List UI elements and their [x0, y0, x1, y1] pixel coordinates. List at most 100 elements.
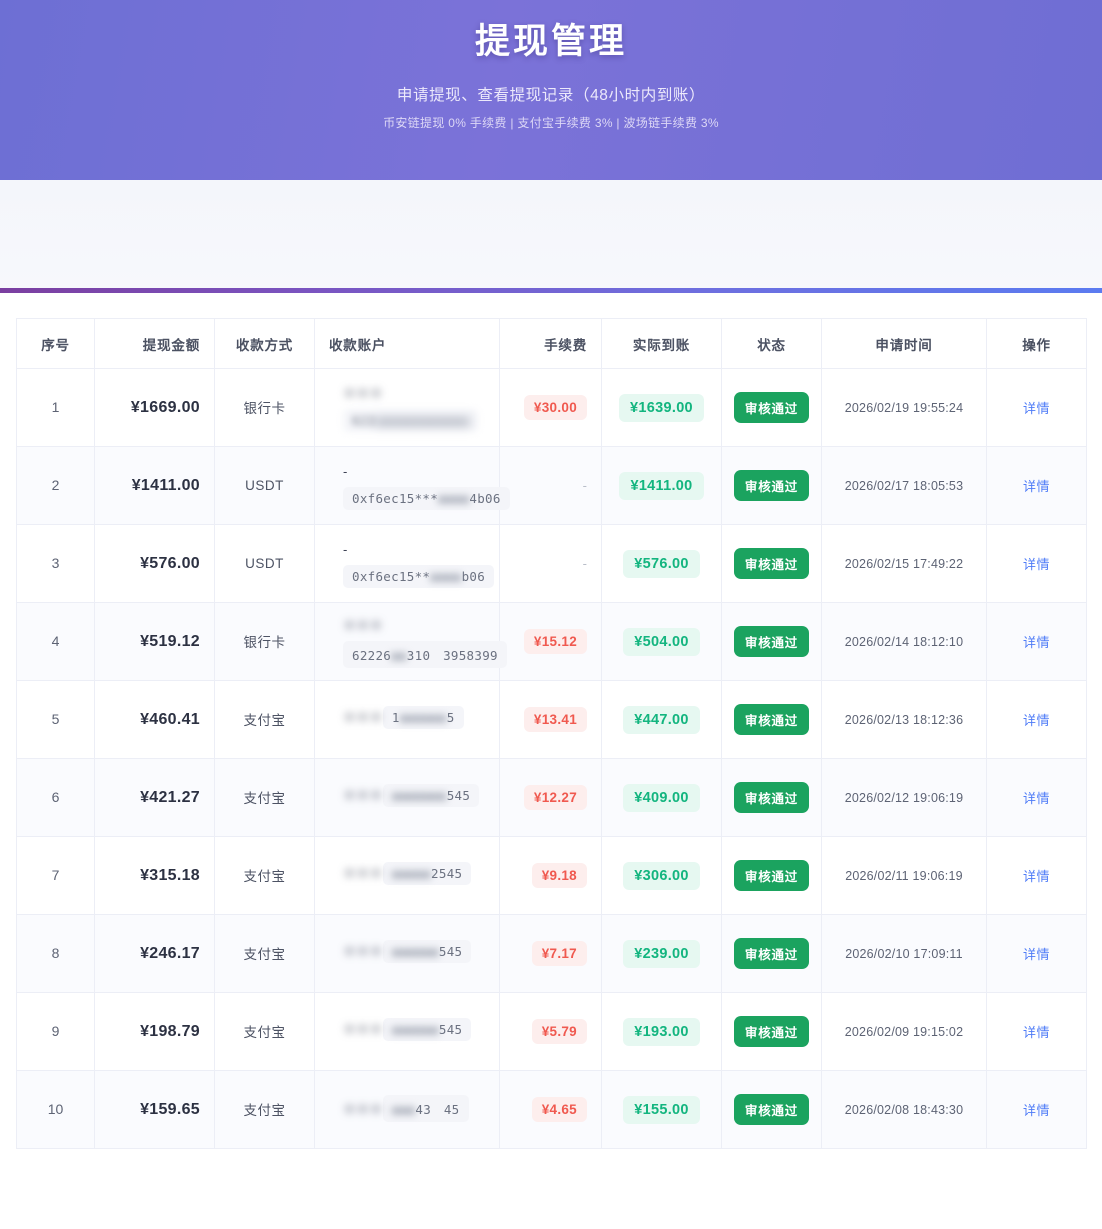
withdraw-account: ＊＊＊62226●●310 3958399 [314, 602, 507, 681]
withdraw-account: ＊＊＊ ●●●●●●●545 [314, 758, 500, 837]
withdraw-amount: ¥1669.00 [94, 368, 215, 447]
withdraw-amount: ¥1411.00 [94, 446, 215, 525]
withdraw-amount: ¥576.00 [94, 524, 215, 603]
table-row: 10 ¥159.65 支付宝 ＊＊＊ ●●●43 45 ¥4.65 ¥155.00 审核通过 2… [16, 1070, 1087, 1149]
col-operation: 操作 [986, 318, 1087, 369]
withdraw-fee: ¥13.41 [499, 680, 602, 759]
col-status: 状态 [721, 318, 822, 369]
withdraw-actual: ¥155.00 [601, 1070, 722, 1149]
withdraw-fee: ¥9.18 [499, 836, 602, 915]
withdraw-method: 支付宝 [214, 914, 315, 993]
page-hero: 提现管理 申请提现、查看提现记录（48小时内到账） 币安链提现 0% 手续费 |… [0, 0, 1102, 180]
withdraw-table: 序号 提现金额 收款方式 收款账户 手续费 实际到账 状态 申请时间 操作 1 ¥… [16, 318, 1087, 1149]
detail-link[interactable]: 详情 [1022, 869, 1050, 884]
withdraw-method: USDT [214, 524, 315, 603]
detail-link[interactable]: 详情 [1022, 479, 1050, 494]
withdraw-method: 支付宝 [214, 758, 315, 837]
detail-link[interactable]: 详情 [1022, 1025, 1050, 1040]
withdraw-index: 3 [16, 524, 95, 603]
withdraw-apply-time: 2026/02/10 17:09:11 [821, 914, 987, 993]
withdraw-apply-time: 2026/02/19 19:55:24 [821, 368, 987, 447]
status-badge: 审核通过 [733, 470, 810, 501]
withdraw-account: ＊＊＊ ●●●●●2545 [314, 836, 500, 915]
table-header-row: 序号 提现金额 收款方式 收款账户 手续费 实际到账 状态 申请时间 操作 [16, 318, 1087, 369]
col-apply-time: 申请时间 [821, 318, 987, 369]
withdraw-method: 银行卡 [214, 368, 315, 447]
withdraw-index: 5 [16, 680, 95, 759]
withdraw-actual: ¥504.00 [601, 602, 722, 681]
withdraw-index: 1 [16, 368, 95, 447]
withdraw-operation: 详情 [986, 368, 1087, 447]
col-amount: 提现金额 [94, 318, 215, 369]
col-index: 序号 [16, 318, 95, 369]
withdraw-apply-time: 2026/02/09 19:15:02 [821, 992, 987, 1071]
withdraw-operation: 详情 [986, 836, 1087, 915]
withdraw-account: ＊＊＊ 1●●●●●●5 [314, 680, 500, 759]
page-subtitle: 申请提现、查看提现记录（48小时内到账） [396, 87, 706, 104]
table-body: 1 ¥1669.00 银行卡 ＊＊＊622●●●●●●●●●●●● ¥30.00 ¥163… [16, 368, 1087, 1149]
withdraw-account: -0xf6ec15**●●●●b06 [314, 524, 500, 603]
withdraw-amount: ¥460.41 [94, 680, 215, 759]
withdraw-actual: ¥306.00 [601, 836, 722, 915]
withdraw-apply-time: 2026/02/08 18:43:30 [821, 1070, 987, 1149]
withdraw-method: 支付宝 [214, 836, 315, 915]
detail-link[interactable]: 详情 [1022, 557, 1050, 572]
detail-link[interactable]: 详情 [1022, 947, 1050, 962]
detail-link[interactable]: 详情 [1022, 1103, 1050, 1118]
withdraw-method: 支付宝 [214, 680, 315, 759]
withdraw-account: -0xf6ec15***●●●●4b06 [314, 446, 510, 525]
withdraw-amount: ¥198.79 [94, 992, 215, 1071]
accent-bar [0, 288, 1102, 293]
withdraw-operation: 详情 [986, 680, 1087, 759]
col-account: 收款账户 [314, 318, 500, 369]
withdraw-apply-time: 2026/02/12 19:06:19 [821, 758, 987, 837]
withdraw-account: ＊＊＊ ●●●43 45 [314, 1070, 500, 1149]
withdraw-status: 审核通过 [721, 446, 822, 525]
status-badge: 审核通过 [733, 704, 810, 735]
withdraw-actual: ¥193.00 [601, 992, 722, 1071]
withdraw-apply-time: 2026/02/15 17:49:22 [821, 524, 987, 603]
withdraw-actual: ¥239.00 [601, 914, 722, 993]
withdraw-status: 审核通过 [721, 524, 822, 603]
status-badge: 审核通过 [733, 1094, 810, 1125]
table-row: 1 ¥1669.00 银行卡 ＊＊＊622●●●●●●●●●●●● ¥30.00 ¥163… [16, 368, 1087, 447]
withdraw-index: 4 [16, 602, 95, 681]
detail-link[interactable]: 详情 [1022, 713, 1050, 728]
fee-notice: 币安链提现 0% 手续费 | 支付宝手续费 3% | 波场链手续费 3% [383, 116, 719, 130]
detail-link[interactable]: 详情 [1022, 635, 1050, 650]
withdraw-status: 审核通过 [721, 914, 822, 993]
detail-link[interactable]: 详情 [1022, 401, 1050, 416]
withdraw-fee: - [499, 446, 602, 525]
withdraw-status: 审核通过 [721, 368, 822, 447]
detail-link[interactable]: 详情 [1022, 791, 1050, 806]
withdraw-actual: ¥447.00 [601, 680, 722, 759]
withdraw-fee: ¥15.12 [499, 602, 602, 681]
withdraw-status: 审核通过 [721, 758, 822, 837]
withdraw-index: 2 [16, 446, 95, 525]
withdraw-actual: ¥576.00 [601, 524, 722, 603]
withdraw-status: 审核通过 [721, 992, 822, 1071]
withdraw-operation: 详情 [986, 1070, 1087, 1149]
action-bar: ＋ 申请提现 账户余额： ¥1073.71 [0, 180, 1102, 438]
status-badge: 审核通过 [733, 392, 810, 423]
withdraw-amount: ¥519.12 [94, 602, 215, 681]
withdraw-index: 7 [16, 836, 95, 915]
table-row: 7 ¥315.18 支付宝 ＊＊＊ ●●●●●2545 ¥9.18 ¥306.00 审核通过 2… [16, 836, 1087, 915]
withdraw-operation: 详情 [986, 914, 1087, 993]
withdraw-fee: ¥7.17 [499, 914, 602, 993]
status-badge: 审核通过 [733, 1016, 810, 1047]
withdraw-amount: ¥246.17 [94, 914, 215, 993]
withdraw-status: 审核通过 [721, 602, 822, 681]
withdraw-fee: ¥30.00 [499, 368, 602, 447]
table-row: 8 ¥246.17 支付宝 ＊＊＊ ●●●●●●545 ¥7.17 ¥239.00 审核通过 2… [16, 914, 1087, 993]
withdraw-index: 6 [16, 758, 95, 837]
withdraw-account: ＊＊＊622●●●●●●●●●●●● [314, 368, 500, 447]
table-row: 4 ¥519.12 银行卡 ＊＊＊62226●●310 3958399 ¥15.12 ¥5… [16, 602, 1087, 681]
col-actual: 实际到账 [601, 318, 722, 369]
withdraw-actual: ¥1411.00 [601, 446, 722, 525]
withdraw-actual: ¥1639.00 [601, 368, 722, 447]
table-row: 6 ¥421.27 支付宝 ＊＊＊ ●●●●●●●545 ¥12.27 ¥409.00 审核通… [16, 758, 1087, 837]
withdraw-fee: ¥12.27 [499, 758, 602, 837]
withdraw-apply-time: 2026/02/14 18:12:10 [821, 602, 987, 681]
withdraw-table-card: 序号 提现金额 收款方式 收款账户 手续费 实际到账 状态 申请时间 操作 1 ¥… [0, 288, 1102, 1149]
